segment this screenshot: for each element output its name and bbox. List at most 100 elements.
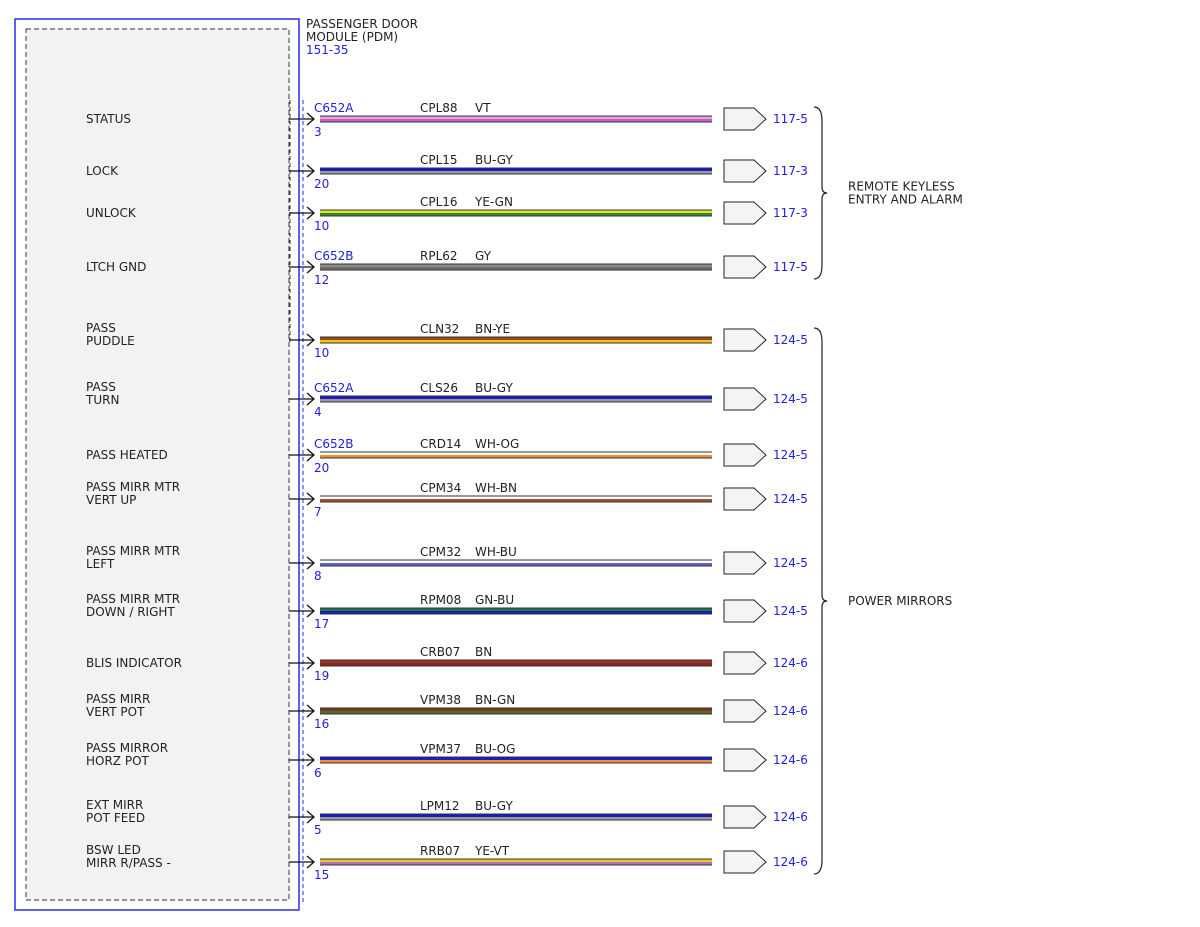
signal-label: POT FEED	[86, 811, 145, 825]
terminal-connector-icon	[723, 443, 767, 467]
connector-id: C652B	[314, 437, 354, 451]
wire-stripe-primary	[320, 264, 712, 267]
pin-arrow-icon	[306, 556, 315, 570]
page-reference: 124-6	[773, 810, 808, 824]
wire-stripe-secondary	[320, 267, 712, 270]
terminal-connector-icon	[723, 651, 767, 675]
wire-stripe-primary	[320, 452, 712, 455]
wire-stripe-primary	[320, 210, 712, 213]
wire-color-code: YE-GN	[474, 195, 513, 209]
pin-number: 16	[314, 717, 329, 731]
wire-stripe-primary	[320, 168, 712, 171]
circuit-row: UNLOCK 10 CPL16 YE-GN 117-3	[86, 195, 808, 233]
pin-arrow-icon	[306, 855, 315, 869]
page-reference: 117-3	[773, 206, 808, 220]
wire-color-code: BU-OG	[475, 742, 515, 756]
terminal-connector-icon	[723, 805, 767, 829]
pin-number: 4	[314, 405, 322, 419]
wire-stripe-secondary	[320, 213, 712, 216]
pin-arrow-icon	[306, 164, 315, 178]
circuit-id: VPM38	[420, 693, 461, 707]
wire-color-code: GN-BU	[475, 593, 514, 607]
circuit-id: CLN32	[420, 322, 459, 336]
wire-stripe-primary	[320, 660, 712, 663]
wire-stripe-primary	[320, 814, 712, 817]
group-label: ENTRY AND ALARM	[848, 193, 963, 207]
signal-label: PASS MIRR MTR	[86, 480, 180, 494]
circuit-id: CPM32	[420, 545, 461, 559]
pin-number: 20	[314, 461, 329, 475]
page-reference: 117-5	[773, 260, 808, 274]
page-reference: 124-6	[773, 753, 808, 767]
group-label: POWER MIRRORS	[848, 594, 952, 608]
wire-color-code: BU-GY	[475, 381, 513, 395]
circuit-id: RPL62	[420, 249, 458, 263]
module-inner-box	[25, 28, 290, 901]
wire-stripe-secondary	[320, 340, 712, 343]
wire-color-code: WH-BN	[475, 481, 517, 495]
circuit-id: CPL15	[420, 153, 458, 167]
signal-label: BLIS INDICATOR	[86, 656, 182, 670]
page-reference: 117-5	[773, 112, 808, 126]
wire-stripe-secondary	[320, 563, 712, 566]
wire-stripe-primary	[320, 496, 712, 499]
wire-stripe-primary	[320, 859, 712, 862]
terminal-connector-icon	[723, 699, 767, 723]
pin-number: 12	[314, 273, 329, 287]
pin-arrow-icon	[306, 260, 315, 274]
pin-number: 17	[314, 617, 329, 631]
signal-label: PASS HEATED	[86, 448, 168, 462]
pin-number: 10	[314, 219, 329, 233]
wire-stripe-secondary	[320, 119, 712, 122]
wire-stripe-secondary	[320, 399, 712, 402]
terminal-connector-icon	[723, 551, 767, 575]
pin-number: 3	[314, 125, 322, 139]
wire-stripe-secondary	[320, 862, 712, 865]
wire-color-code: BU-GY	[475, 799, 513, 813]
signal-label: VERT UP	[86, 493, 136, 507]
wire-stripe-secondary	[320, 711, 712, 714]
signal-label: PASS MIRROR	[86, 741, 168, 755]
circuit-row: LTCH GND C652B 12 RPL62 GY 117-5	[86, 249, 808, 287]
wire-stripe-secondary	[320, 760, 712, 763]
wire-color-code: BN	[475, 645, 492, 659]
signal-label: PASS MIRR MTR	[86, 544, 180, 558]
wire-color-code: VT	[475, 101, 491, 115]
wire-stripe-primary	[320, 116, 712, 119]
wire-stripe-primary	[320, 396, 712, 399]
wire-stripe-primary	[320, 560, 712, 563]
wire-stripe-primary	[320, 708, 712, 711]
page-reference: 124-6	[773, 656, 808, 670]
module-ref: 151-35	[306, 43, 349, 57]
circuit-id: RRB07	[420, 844, 460, 858]
signal-label: DOWN / RIGHT	[86, 605, 175, 619]
pin-arrow-icon	[306, 704, 315, 718]
circuit-row: PASS HEATED C652B 20 CRD14 WH-OG 124-5	[86, 437, 808, 475]
signal-label: HORZ POT	[86, 754, 150, 768]
signal-label: TURN	[85, 393, 119, 407]
signal-label: STATUS	[86, 112, 131, 126]
terminal-connector-icon	[723, 107, 767, 131]
circuit-id: RPM08	[420, 593, 461, 607]
page-reference: 117-3	[773, 164, 808, 178]
group-bracket: POWER MIRRORS	[813, 327, 952, 875]
terminal-connector-icon	[723, 328, 767, 352]
wire-stripe-secondary	[320, 663, 712, 666]
brace-icon	[813, 106, 828, 280]
circuit-id: CPL16	[420, 195, 458, 209]
terminal-connector-icon	[723, 387, 767, 411]
wire-stripe-secondary	[320, 499, 712, 502]
circuit-id: CRB07	[420, 645, 460, 659]
circuit-row: BLIS INDICATOR 19 CRB07 BN 124-6	[86, 645, 808, 683]
wire-color-code: WH-OG	[475, 437, 519, 451]
pin-arrow-icon	[306, 392, 315, 406]
wire-stripe-secondary	[320, 611, 712, 614]
wire-stripe-secondary	[320, 455, 712, 458]
